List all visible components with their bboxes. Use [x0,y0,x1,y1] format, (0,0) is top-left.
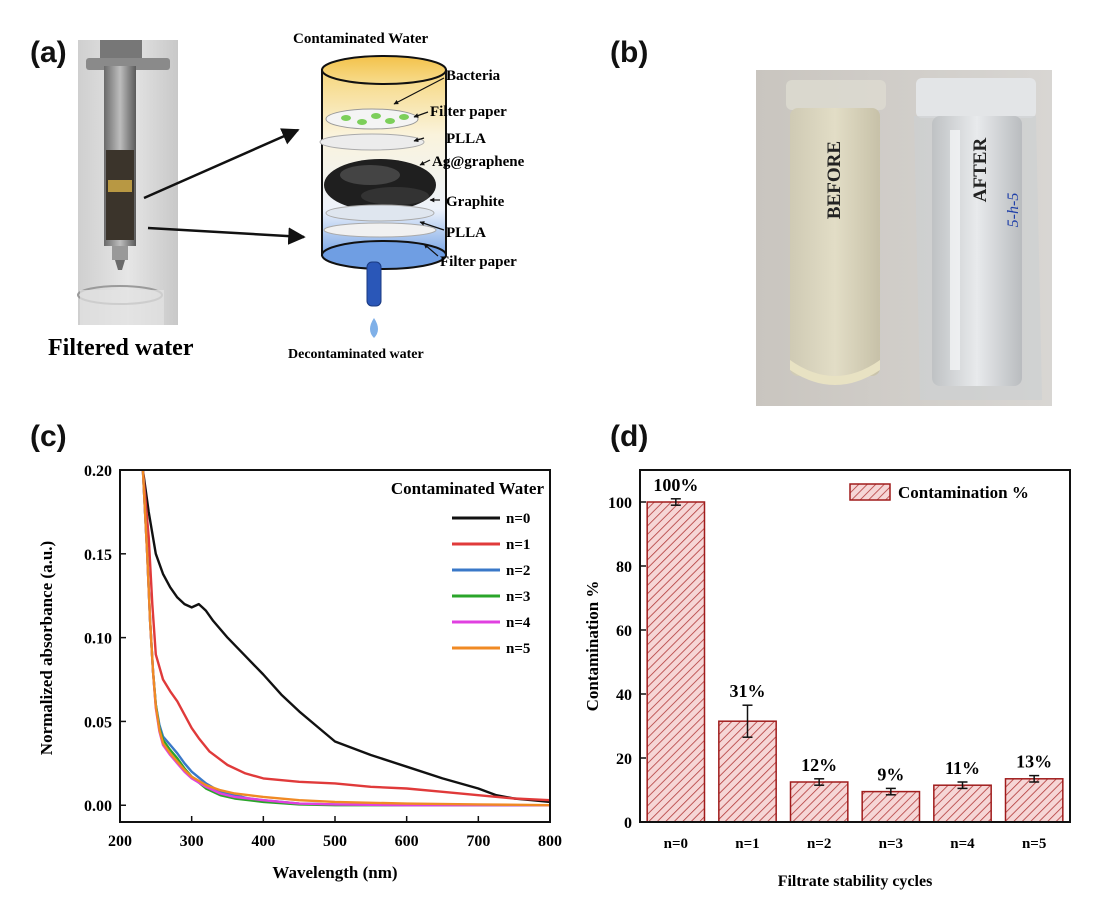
data-label-n2: 12% [801,755,837,775]
before-label: BEFORE [824,141,845,219]
chart-d-xlabel: Filtrate stability cycles [778,873,933,890]
series-line-n4 [141,469,550,807]
y-tick-label: 100 [608,495,632,512]
chart-c-ylabel: Normalized absorbance (a.u.) [37,541,56,755]
chart-d-frame [639,469,1071,823]
layer-label-graphite: Graphite [446,194,505,210]
panel-label-b: (b) [610,36,649,69]
y-tick-label: 0.15 [84,547,112,564]
panel-a-figure: Filtered water Contaminated Water Bacter… [48,31,525,362]
bar-n2 [789,781,849,823]
data-label-n0: 100% [653,475,698,495]
series-line-n0 [141,469,551,804]
bar-n3 [861,790,921,823]
series-line-n2 [141,469,550,807]
x-tick-label: 700 [466,833,490,850]
chart-d-ylabel: Contamination % [583,581,602,712]
x-tick-label: 600 [395,833,419,850]
data-label-n3: 9% [877,764,904,784]
x-tick-label: n=4 [950,836,975,852]
arrow-lower [147,226,306,245]
before-tube [790,108,880,376]
chart-d: 100% 31% 12% 9% 11% 13% 0 20 40 60 80 100 n=0 n=1 n=… [583,469,1071,890]
y-tick-label: 0 [624,815,632,832]
arrow-upper [143,128,300,200]
chart-d-legend-label: Contamination % [898,483,1029,502]
legend-label-n1: n=1 [506,537,530,553]
data-label-n1: 31% [730,681,766,701]
y-tick-label: 0.20 [84,463,112,480]
filtered-water-caption: Filtered water [48,335,194,361]
layer-label-filter-paper-bottom: Filter paper [440,254,517,270]
y-tick-label: 20 [616,751,632,768]
filter-cylinder [319,55,447,338]
series-line-n3 [141,469,550,807]
y-tick-label: 0.10 [84,631,112,648]
chart-c-legend-title: Contaminated Water [391,479,545,498]
panel-b-photo: BEFORE AFTER 5-h-5 [756,70,1052,406]
x-tick-label: 200 [108,833,132,850]
legend-label-n2: n=2 [506,563,530,579]
x-tick-label: 400 [251,833,275,850]
y-tick-label: 40 [616,687,632,704]
panel-label-a: (a) [30,36,67,69]
x-tick-label: 300 [180,833,204,850]
legend-label-n4: n=4 [506,615,531,631]
x-tick-label: n=3 [879,836,903,852]
contaminated-water-label: Contaminated Water [293,31,428,47]
legend-label-n3: n=3 [506,589,530,605]
legend-label-n0: n=0 [506,511,530,527]
chart-d-legend-swatch [849,483,891,501]
series-line-n5 [141,469,551,807]
layer-label-plla-bottom: PLLA [446,225,486,241]
bar-n5 [1004,778,1064,823]
handwritten-note: 5-h-5 [1005,193,1022,228]
legend-label-n5: n=5 [506,641,530,657]
layer-label-plla-top: PLLA [446,131,486,147]
decontaminated-water-label: Decontaminated water [288,347,424,362]
y-tick-label: 80 [616,559,632,576]
panel-label-c: (c) [30,420,67,453]
x-tick-label: n=0 [664,836,688,852]
y-tick-label: 60 [616,623,632,640]
x-tick-label: 800 [538,833,562,850]
after-label: AFTER [970,138,991,203]
x-tick-label: n=5 [1022,836,1046,852]
data-label-n5: 13% [1016,752,1052,772]
x-tick-label: n=2 [807,836,831,852]
x-tick-label: 500 [323,833,347,850]
chart-c-xlabel: Wavelength (nm) [272,863,397,882]
layer-label-bacteria: Bacteria [446,68,501,84]
bar-n4 [933,784,992,823]
layer-label-ag-graphene: Ag@graphene [432,154,525,170]
series-line-n1 [141,469,551,802]
data-label-n4: 11% [945,758,980,778]
layer-label-filter-paper-top: Filter paper [430,104,507,120]
y-tick-label: 0.05 [84,714,112,731]
bar-n0 [646,501,706,823]
panel-label-d: (d) [610,420,649,453]
y-tick-label: 0.00 [84,798,112,815]
chart-c: 200 300 400 500 600 700 800 0.00 0.05 0.10 0.15 0.… [37,463,562,882]
x-tick-label: n=1 [735,836,759,852]
